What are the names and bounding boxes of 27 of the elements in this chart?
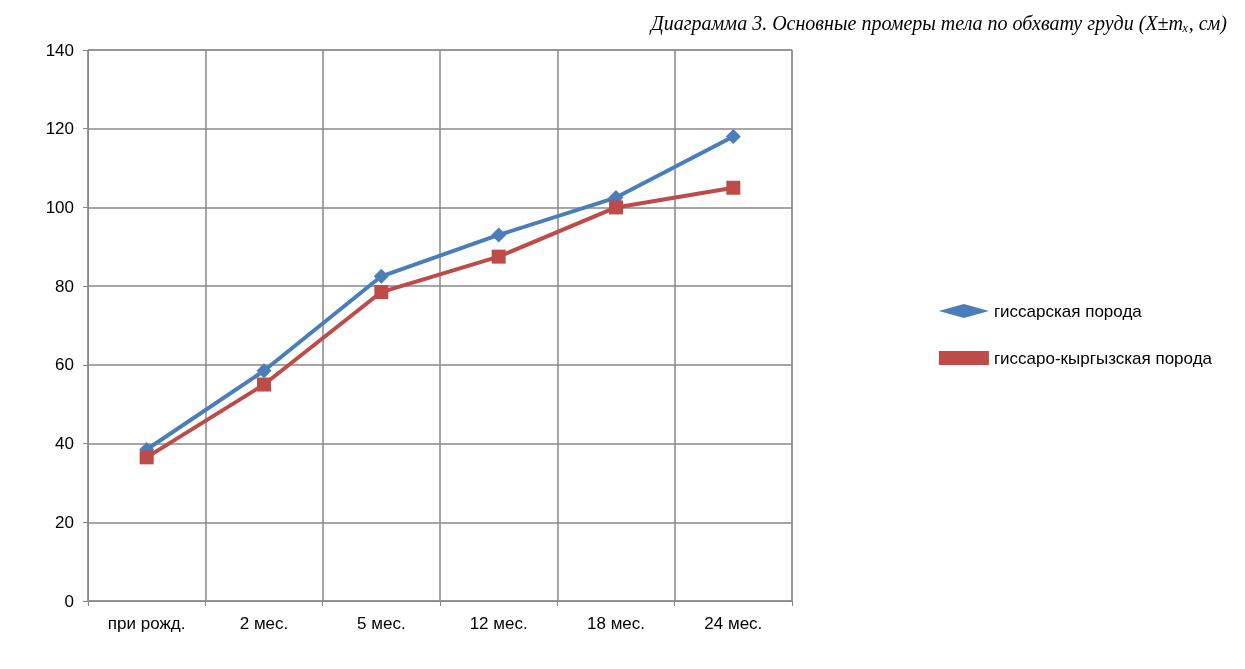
x-tick-label: 12 мес. — [469, 614, 528, 633]
point — [373, 268, 389, 284]
y-tick-label: 100 — [45, 197, 74, 217]
point — [257, 377, 271, 392]
y-tick-label: 80 — [55, 276, 74, 296]
point — [139, 450, 154, 465]
text: Диаграмма 3. Основные промеры тела по обхвату груди (X±mₓ, см) — [649, 12, 1228, 35]
y-tick-label: 60 — [55, 355, 74, 375]
point — [491, 227, 507, 243]
point — [726, 180, 741, 195]
x-tick-label: при рожд. — [107, 614, 186, 633]
y-tick-label: 20 — [55, 512, 74, 532]
y-tick-label: 140 — [45, 40, 74, 60]
legend-label: гиссарская порода — [993, 301, 1143, 321]
x-tick-label: 2 мес. — [239, 614, 289, 633]
x-tick-label: 24 мес. — [704, 614, 763, 633]
point — [374, 285, 389, 300]
legend-label: гиссаро-кыргызская порода — [993, 348, 1213, 368]
x-tick-label: 18 мес. — [587, 614, 645, 633]
y-tick-label: 120 — [45, 119, 74, 139]
point — [256, 363, 272, 379]
y-tick-label: 0 — [64, 591, 74, 611]
point — [491, 249, 506, 264]
x-tick-label: 5 мес. — [357, 614, 406, 633]
y-tick-label: 40 — [55, 434, 74, 454]
point — [609, 200, 623, 215]
point — [725, 129, 741, 145]
